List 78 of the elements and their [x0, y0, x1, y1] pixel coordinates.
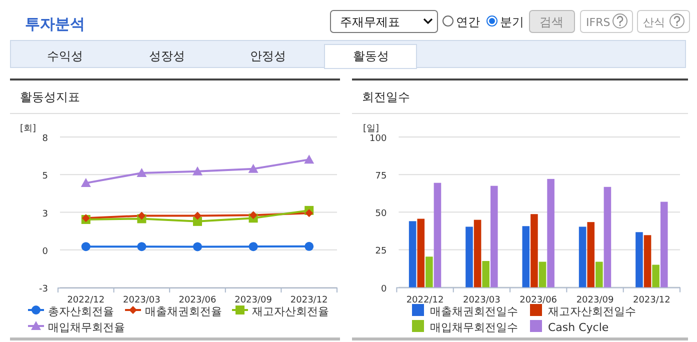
x-tick-label: 2023/03 [462, 295, 500, 306]
point [137, 242, 146, 252]
bar [434, 182, 442, 288]
bar [652, 264, 660, 288]
bar [408, 221, 416, 288]
legend-label: 매출채권회전일수 [430, 305, 518, 318]
bar [522, 226, 530, 288]
chart-title: 활동성지표 [20, 90, 80, 104]
y-tick-label: 25 [375, 246, 387, 257]
x-tick-label: 2023/03 [123, 296, 160, 306]
legend-label: 매입채무회전율 [48, 321, 125, 334]
point [304, 242, 314, 251]
point [194, 212, 202, 220]
bar [596, 262, 603, 288]
point [81, 242, 90, 252]
y-tick-label: 5 [42, 172, 48, 182]
x-tick-label: 2022/12 [67, 296, 105, 306]
y-tick-label: -3 [39, 284, 48, 294]
point [248, 242, 258, 252]
bar [636, 232, 643, 288]
x-tick-label: 2023/12 [290, 296, 328, 306]
legend-label: 재고자산회전일수 [548, 305, 636, 318]
y-tick-label: 3 [42, 209, 48, 220]
text: IFRS [586, 16, 610, 29]
y-tick-label: 50 [375, 209, 387, 220]
bar [660, 202, 668, 288]
x-tick-label: 2023/06 [520, 295, 558, 306]
bar [466, 226, 473, 288]
point [304, 154, 314, 164]
text: 주재무제표 [340, 15, 400, 29]
y-axis-title: [일] [363, 124, 380, 134]
bar [417, 218, 425, 288]
legend-label: 재고자산회전율 [252, 305, 329, 318]
chart-title: 회전일수 [362, 90, 410, 104]
bar [587, 222, 595, 288]
point [138, 212, 146, 220]
text: 투자분석 [25, 15, 85, 33]
x-tick-label: 2023/09 [234, 296, 272, 306]
bar [530, 214, 538, 288]
text: 산식 [643, 16, 665, 29]
y-tick-label: 0 [42, 246, 48, 257]
text: 검색 [540, 15, 564, 29]
text: 활동성 [353, 49, 389, 63]
point [192, 166, 202, 176]
bar [474, 220, 482, 288]
point [80, 178, 91, 188]
point [193, 216, 202, 226]
text: 연간 [456, 15, 480, 29]
y-axis-title: [회] [20, 124, 36, 134]
text: 분기 [500, 15, 524, 29]
bar [578, 226, 586, 288]
text: 성장성 [149, 49, 185, 63]
bar [490, 186, 498, 288]
x-tick-label: 2022/12 [406, 295, 444, 306]
bar [547, 178, 554, 288]
text: 안정성 [250, 49, 286, 63]
point [136, 168, 147, 177]
x-tick-label: 2023/12 [632, 295, 670, 306]
text: 수익성 [47, 49, 83, 63]
legend-label: 총자산회전율 [48, 305, 114, 318]
point [193, 242, 202, 252]
y-tick-label: 0 [380, 284, 387, 294]
bar [482, 260, 490, 288]
point [249, 211, 258, 220]
legend-label: 매입채무회전일수 [430, 321, 518, 334]
legend-label: 매출채권회전율 [145, 305, 222, 318]
legend-label: Cash Cycle [548, 321, 609, 334]
y-tick-label: 8 [42, 134, 48, 144]
bar [604, 186, 612, 288]
point [248, 164, 258, 173]
bar [538, 262, 546, 288]
bar [426, 256, 433, 288]
point [305, 209, 314, 218]
x-tick-label: 2023/06 [178, 296, 216, 306]
y-tick-label: 100 [370, 134, 387, 144]
bar [644, 235, 652, 288]
y-tick-label: 75 [375, 172, 387, 182]
x-tick-label: 2023/09 [576, 295, 614, 306]
